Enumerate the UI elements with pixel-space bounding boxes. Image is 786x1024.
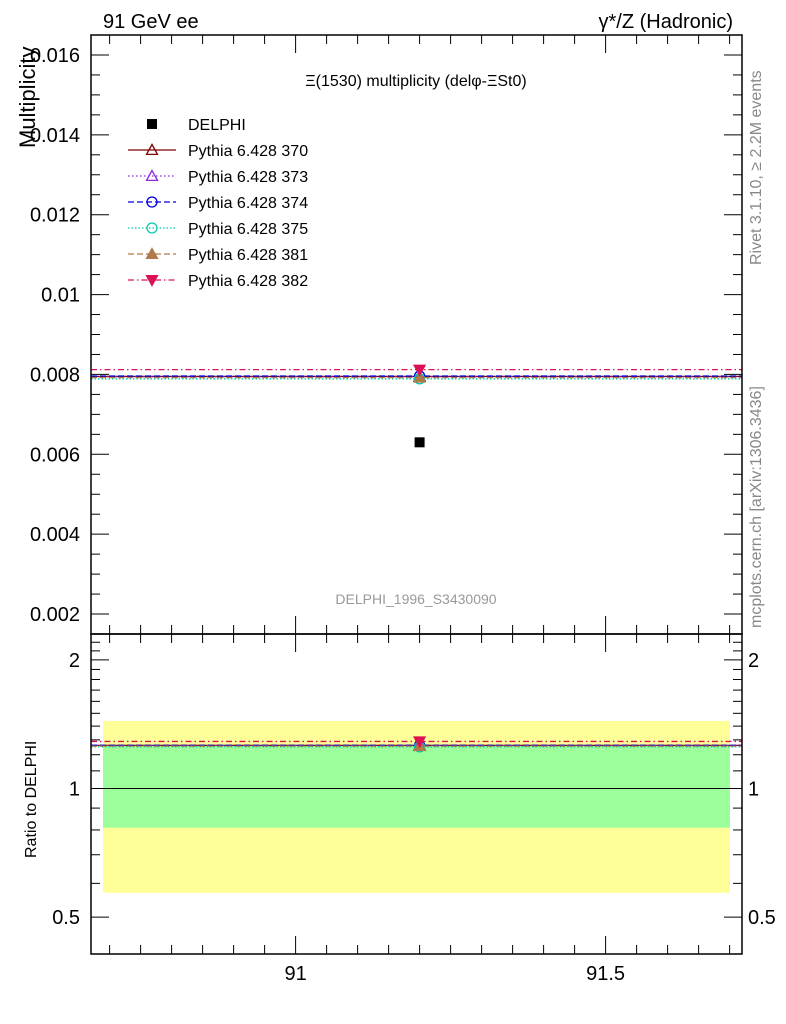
header-left: 91 GeV ee xyxy=(103,11,199,33)
legend-label-3: Pythia 6.428 375 xyxy=(188,221,308,238)
ratio-uncertainty-bands xyxy=(91,720,742,893)
main-ytick-label: 0.008 xyxy=(30,364,80,386)
main-ytick-label: 0.016 xyxy=(30,45,80,67)
mc-marker-5 xyxy=(412,364,427,377)
legend-marker-1 xyxy=(145,169,159,182)
legend-label-2: Pythia 6.428 374 xyxy=(188,195,308,212)
main-ytick-label: 0.006 xyxy=(30,444,80,466)
legend-label-4: Pythia 6.428 381 xyxy=(188,247,308,264)
legend-marker-2 xyxy=(146,196,158,208)
legend-marker-4 xyxy=(145,247,159,260)
main-ytick-label: 0.01 xyxy=(41,285,80,307)
legend-marker-delphi xyxy=(147,119,157,129)
ratio-ytick-label: 0.5 xyxy=(52,907,80,929)
legend-marker-5 xyxy=(145,274,159,287)
main-series-group xyxy=(91,364,742,448)
ratio-plot-frame xyxy=(90,633,743,955)
legend-marker-0 xyxy=(145,143,159,156)
ratio-ytick-label: 1 xyxy=(69,779,80,801)
ratio-marker-5 xyxy=(412,736,427,749)
ratio-plot-panel: 0.5 0.5 1 1 2 2 91 91.5 xyxy=(52,633,776,985)
main-ylabel: Multiplicity xyxy=(15,47,40,148)
legend-label-delphi: DELPHI xyxy=(188,117,246,134)
ratio-ytick-label-right: 2 xyxy=(748,650,759,672)
data-point-delphi xyxy=(414,437,425,448)
legend-label-0: Pythia 6.428 370 xyxy=(188,143,308,160)
main-ytick-label: 0.012 xyxy=(30,205,80,227)
mc-marker-4 xyxy=(412,370,427,383)
main-ytick-label: 0.004 xyxy=(30,524,80,546)
legend: DELPHI Pythia 6.428 370 Pythia 6.428 373 Py… xyxy=(128,117,308,290)
main-axis-ticks: 0.002 0.004 0.006 0.008 0.01 0.012 0.014 0.016 xyxy=(30,34,742,635)
legend-marker-3 xyxy=(146,222,158,234)
main-plot-panel: 0.0020.0040.0060.0080.010.0120.0140.016 … xyxy=(30,34,743,635)
header-right: γ*/Z (Hadronic) xyxy=(599,11,733,33)
rivet-version-label: Rivet 3.1.10, ≥ 2.2M events xyxy=(748,70,765,265)
ratio-xtick-label: 91 xyxy=(284,963,306,985)
legend-label-1: Pythia 6.428 373 xyxy=(188,169,308,186)
ratio-ytick-label: 2 xyxy=(69,650,80,672)
ratio-ytick-label-right: 0.5 xyxy=(748,907,776,929)
main-ytick-label: 0.002 xyxy=(30,604,80,626)
main-title: Ξ(1530) multiplicity (delφ-ΞSt0) xyxy=(305,73,526,90)
ratio-axis-ticks: 0.5 0.5 1 1 2 2 91 91.5 xyxy=(52,634,776,985)
ratio-ylabel: Ratio to DELPHI xyxy=(23,741,40,858)
ratio-ytick-label-right: 1 xyxy=(748,779,759,801)
ratio-band-1 xyxy=(103,745,730,828)
ratio-xtick-label: 91.5 xyxy=(586,963,625,985)
source-label: mcplots.cern.ch [arXiv:1306.3436] xyxy=(748,386,765,628)
legend-label-5: Pythia 6.428 382 xyxy=(188,273,308,290)
ratio-series-group xyxy=(91,736,742,753)
analysis-watermark: DELPHI_1996_S3430090 xyxy=(335,591,496,607)
main-ytick-label: 0.014 xyxy=(30,125,80,147)
